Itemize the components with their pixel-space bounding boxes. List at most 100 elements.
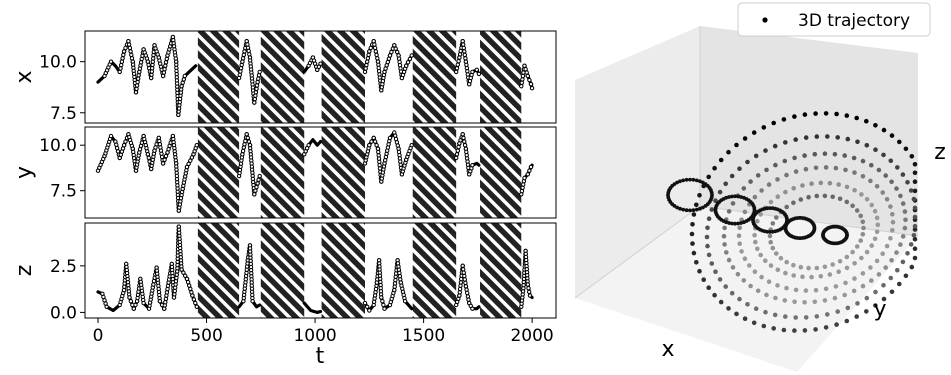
trajectory-point <box>890 219 896 225</box>
trajectory-point <box>739 195 743 199</box>
trajectory-point <box>855 301 860 306</box>
trajectory-point <box>691 177 696 182</box>
trajectory-point <box>884 243 890 249</box>
trajectory-point <box>852 261 857 266</box>
series-point <box>131 306 137 311</box>
series-point <box>252 192 257 197</box>
trajectory-point <box>813 287 819 293</box>
series-point <box>373 49 378 54</box>
trajectory-point <box>830 262 835 267</box>
trajectory-point <box>784 172 789 178</box>
series-point <box>256 73 262 78</box>
trajectory-point <box>784 216 789 221</box>
trajectory-point <box>888 158 894 164</box>
trajectory-point <box>773 295 778 301</box>
series-point <box>462 139 467 144</box>
trajectory-point <box>792 114 797 119</box>
trajectory-point <box>688 208 692 213</box>
trajectory-point <box>678 206 682 211</box>
series-point <box>243 138 248 144</box>
trajectory-point <box>793 315 798 320</box>
series-point <box>256 76 261 81</box>
series-point <box>409 53 414 58</box>
series-point <box>146 155 152 161</box>
trajectory-point <box>825 312 830 317</box>
series-point <box>522 63 527 69</box>
trajectory-point <box>770 221 776 226</box>
series-point <box>462 273 467 279</box>
trajectory-point <box>844 199 850 205</box>
y-tick-label: 10.0 <box>39 136 77 156</box>
trajectory-point <box>897 139 902 145</box>
trajectory-point <box>748 283 753 289</box>
trajectory-point <box>706 216 712 221</box>
series-point <box>191 297 197 302</box>
trajectory-point <box>753 239 758 245</box>
series-point <box>524 70 529 75</box>
series-point <box>462 49 467 54</box>
series-point <box>528 82 534 87</box>
series-point <box>470 306 475 311</box>
y-tick-label: 10.0 <box>39 53 77 73</box>
x-tick-label: 0 <box>93 326 104 346</box>
trajectory-point <box>912 255 918 261</box>
trajectory-point <box>814 134 820 139</box>
trajectory-point <box>742 220 746 225</box>
trajectory-point <box>753 153 759 159</box>
series-point <box>163 63 168 69</box>
trajectory-point <box>791 186 796 191</box>
masked-interval <box>260 127 305 218</box>
series-point <box>240 148 246 154</box>
trajectory-point <box>874 258 880 264</box>
trajectory-point <box>898 193 903 199</box>
series-point <box>121 143 127 148</box>
series-point <box>407 56 413 62</box>
masked-interval <box>412 127 457 218</box>
trajectory-point <box>758 212 763 217</box>
trajectory-point <box>734 311 739 317</box>
trajectory-point <box>691 250 697 256</box>
trajectory-point <box>814 314 820 319</box>
trajectory-point <box>792 155 797 161</box>
masked-interval <box>197 223 240 318</box>
series-point <box>257 173 262 179</box>
series-point <box>366 52 371 58</box>
series-point <box>527 77 532 83</box>
trajectory-point <box>705 225 710 231</box>
trajectory-point <box>861 225 866 231</box>
trajectory-point <box>724 195 728 200</box>
trajectory-point <box>869 278 874 283</box>
series-point <box>365 304 370 309</box>
trajectory-point <box>873 147 878 152</box>
trajectory-point <box>721 233 727 239</box>
trajectory-point <box>733 221 737 226</box>
y-tick-label: 7.5 <box>50 104 77 124</box>
pane-edge <box>574 205 701 299</box>
masked-interval <box>260 31 305 123</box>
trajectory-point <box>782 158 788 164</box>
trajectory-point <box>752 232 757 238</box>
trajectory-point <box>851 288 857 294</box>
trajectory-point <box>709 190 714 195</box>
trajectory-point <box>768 199 774 205</box>
trajectory-point <box>818 180 824 186</box>
y-tick-label: 7.5 <box>50 182 77 202</box>
trajectory-point <box>730 221 734 226</box>
trajectory-point <box>783 189 788 195</box>
trajectory-point <box>876 167 882 173</box>
trajectory-point <box>813 165 819 171</box>
trajectory-point <box>864 197 870 202</box>
trajectory-point <box>775 177 780 182</box>
trajectory-point <box>802 153 807 158</box>
trajectory-point <box>868 265 873 270</box>
series-point <box>402 299 408 304</box>
series-point <box>465 290 470 296</box>
trajectory-point <box>809 181 814 186</box>
trajectory-point <box>727 221 731 225</box>
trajectory-point <box>770 245 776 251</box>
series-point <box>104 304 109 309</box>
series-line <box>302 301 323 314</box>
series-point <box>462 277 467 282</box>
series-point <box>362 69 368 75</box>
series-point <box>455 62 460 67</box>
